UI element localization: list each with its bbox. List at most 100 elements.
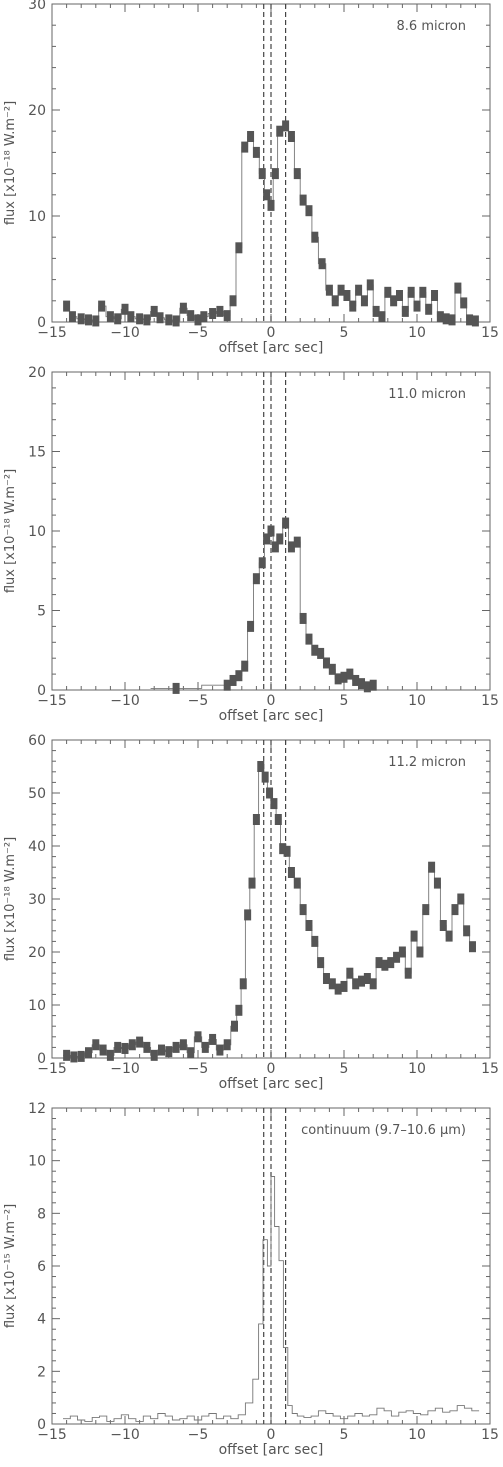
chart-panel-1: −15 −10 −5 0 5 10 15 0 10 20 30 offset [arc sec] flu… bbox=[3, 0, 499, 356]
flux-profile-line bbox=[63, 1176, 480, 1422]
data-point-errorbar bbox=[311, 935, 319, 947]
data-point-errorbar bbox=[287, 131, 295, 142]
data-point-errorbar bbox=[257, 761, 265, 772]
data-point-errorbar bbox=[241, 141, 249, 153]
data-point-errorbar bbox=[179, 1039, 187, 1051]
data-point-errorbar bbox=[85, 314, 92, 326]
data-point-errorbar bbox=[283, 845, 291, 857]
y-tick-label: 20 bbox=[28, 945, 46, 961]
data-point-errorbar bbox=[325, 284, 333, 296]
x-tick-label: 15 bbox=[481, 1061, 499, 1077]
y-tick-label: 20 bbox=[28, 365, 46, 381]
data-point-errorbar bbox=[355, 284, 363, 296]
data-point-errorbar bbox=[282, 517, 290, 529]
y-tick-label: 0 bbox=[37, 1051, 46, 1067]
data-point-errorbar bbox=[247, 131, 255, 142]
x-tick-label: −5 bbox=[188, 693, 209, 709]
data-point-errorbar bbox=[451, 904, 459, 916]
data-point-errorbar bbox=[114, 1041, 122, 1053]
data-point-errorbar bbox=[293, 168, 301, 180]
y-tick-label: 10 bbox=[28, 998, 46, 1014]
data-point-errorbar bbox=[70, 1051, 78, 1063]
data-point-errorbar bbox=[99, 1044, 107, 1056]
data-point-errorbar bbox=[235, 1004, 243, 1016]
data-point-errorbar bbox=[229, 295, 237, 307]
data-point-errorbar bbox=[179, 302, 187, 314]
data-point-errorbar bbox=[150, 1049, 158, 1061]
y-tick-label: 15 bbox=[28, 445, 46, 461]
data-point-errorbar bbox=[106, 311, 114, 323]
data-point-errorbar bbox=[395, 290, 403, 301]
data-point-errorbar bbox=[229, 674, 237, 686]
x-tick-label: 10 bbox=[408, 1427, 426, 1443]
data-point-errorbar bbox=[471, 315, 479, 327]
data-point-errorbar bbox=[363, 681, 371, 693]
data-point-errorbar bbox=[128, 1039, 136, 1051]
panel-annotation: 11.0 micron bbox=[388, 387, 466, 402]
data-point-errorbar bbox=[92, 315, 100, 327]
y-tick-label: 12 bbox=[28, 1101, 46, 1117]
data-point-errorbar bbox=[328, 663, 336, 675]
y-tick-label: 0 bbox=[37, 683, 46, 699]
y-tick-label: 0 bbox=[37, 315, 46, 331]
data-point-errorbar bbox=[143, 1041, 151, 1053]
data-point-errorbar bbox=[349, 300, 357, 312]
data-point-errorbar bbox=[311, 644, 319, 656]
data-point-errorbar bbox=[381, 959, 389, 971]
data-point-errorbar bbox=[305, 633, 313, 645]
y-axis-label: flux [x10⁻¹⁸ W.m⁻²] bbox=[3, 837, 18, 961]
data-point-errorbar bbox=[369, 978, 377, 990]
data-point-errorbar bbox=[77, 1050, 85, 1062]
data-point-errorbar bbox=[231, 1020, 238, 1032]
data-point-errorbar bbox=[136, 1036, 144, 1048]
x-tick-label: 5 bbox=[340, 1061, 349, 1077]
data-point-errorbar bbox=[77, 313, 85, 325]
data-point-errorbar bbox=[404, 967, 412, 979]
data-point-errorbar bbox=[63, 1049, 71, 1061]
data-point-errorbar bbox=[422, 904, 430, 916]
data-point-errorbar bbox=[63, 300, 71, 312]
data-point-errorbar bbox=[287, 867, 295, 878]
data-point-errorbar bbox=[293, 877, 301, 889]
data-point-errorbar bbox=[343, 290, 351, 301]
data-point-errorbar bbox=[165, 1046, 173, 1058]
data-point-errorbar bbox=[360, 295, 368, 307]
x-tick-label: 0 bbox=[267, 693, 276, 709]
data-point-errorbar bbox=[271, 168, 279, 180]
x-tick-label: −5 bbox=[188, 1061, 209, 1077]
data-point-errorbar bbox=[363, 973, 371, 984]
x-tick-label: 5 bbox=[340, 1427, 349, 1443]
y-axis-label: flux [x10⁻¹⁸ W.m⁻²] bbox=[3, 469, 18, 593]
data-point-errorbar bbox=[413, 300, 421, 312]
data-point-errorbar bbox=[68, 311, 76, 323]
data-point-errorbar bbox=[293, 536, 301, 548]
data-point-errorbar bbox=[201, 1041, 209, 1053]
data-point-errorbar bbox=[439, 920, 447, 931]
flux-profile-line bbox=[63, 766, 476, 1058]
data-point-errorbar bbox=[460, 297, 468, 309]
data-point-errorbar bbox=[317, 647, 325, 659]
data-point-errorbar bbox=[358, 975, 366, 987]
y-tick-label: 40 bbox=[28, 839, 46, 855]
x-tick-label: −10 bbox=[110, 693, 140, 709]
data-point-errorbar bbox=[194, 1031, 202, 1043]
data-point-errorbar bbox=[252, 814, 260, 825]
data-point-errorbar bbox=[287, 541, 295, 553]
data-point-errorbar bbox=[311, 231, 319, 243]
data-point-errorbar bbox=[299, 904, 307, 916]
data-point-errorbar bbox=[252, 146, 260, 158]
chart-panel-4: −15 −10 −5 0 5 10 15 0 2 4 6 8 10 12 offset [arc sec] f… bbox=[3, 1101, 499, 1458]
data-point-errorbar bbox=[318, 258, 326, 270]
data-point-errorbar bbox=[305, 205, 313, 217]
data-point-errorbar bbox=[258, 557, 266, 569]
data-point-errorbar bbox=[463, 925, 471, 937]
data-point-errorbar bbox=[235, 242, 243, 254]
y-tick-label: 10 bbox=[28, 524, 46, 540]
x-tick-label: 15 bbox=[481, 693, 499, 709]
data-point-errorbar bbox=[136, 313, 144, 325]
data-point-errorbar bbox=[241, 660, 249, 672]
data-point-errorbar bbox=[252, 573, 260, 585]
data-point-errorbar bbox=[425, 303, 433, 315]
data-point-errorbar bbox=[334, 673, 342, 685]
x-axis-label: offset [arc sec] bbox=[219, 708, 324, 724]
